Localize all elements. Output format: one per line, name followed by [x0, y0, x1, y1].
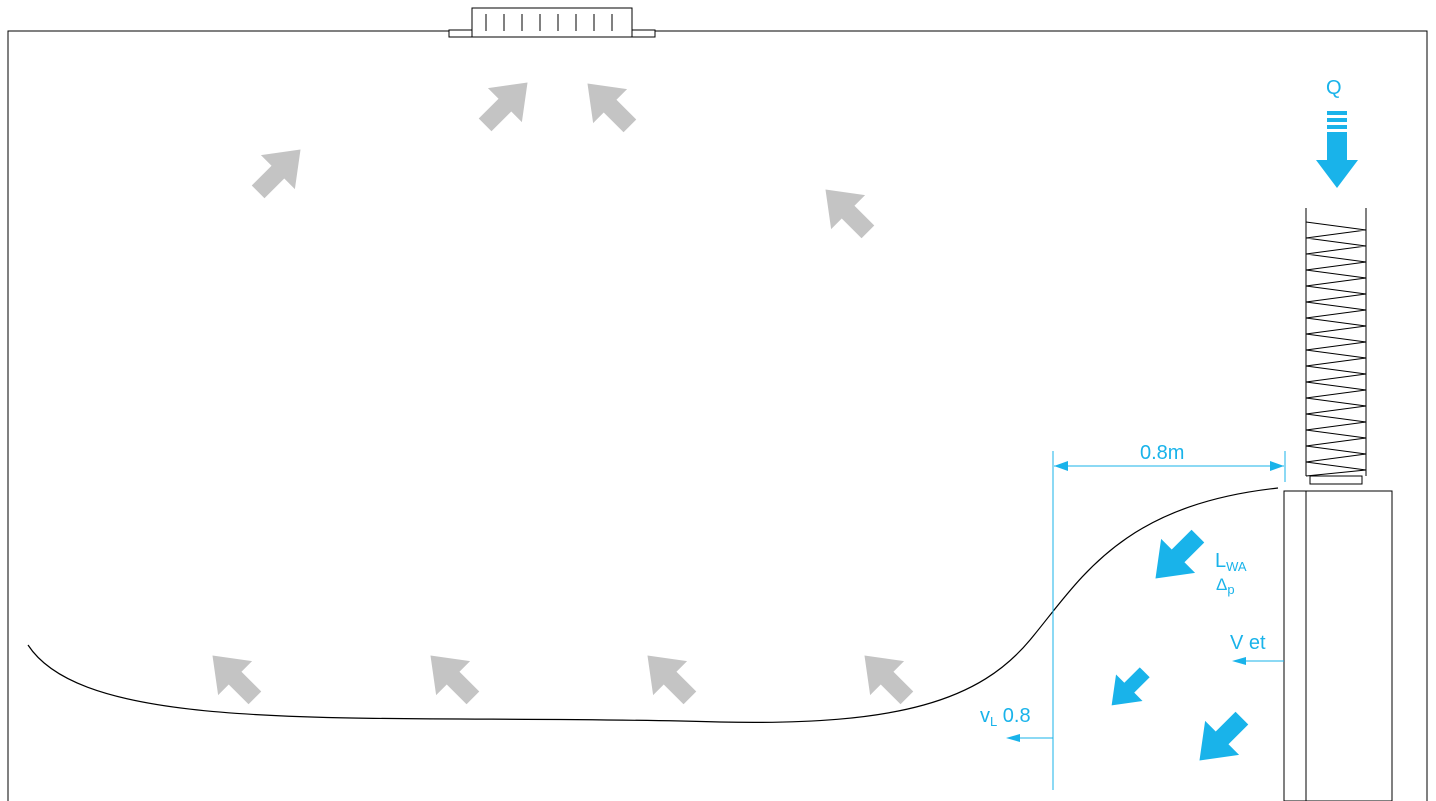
flow-q-label: Q	[1326, 77, 1342, 99]
local-velocity-arrow	[1006, 734, 1053, 742]
pressure-drop-main: Δ	[1216, 575, 1228, 594]
supply-air-arrow-icon	[1316, 111, 1358, 188]
supply-flow-arrow-icon	[1138, 519, 1215, 596]
air-boundary-curve	[27, 487, 1279, 723]
outlet-velocity-label: V et	[1230, 632, 1266, 654]
room-arrow-icon	[630, 638, 707, 715]
pressure-drop-label: Δp	[1216, 576, 1235, 596]
velocity-label: vL 0.8	[980, 706, 1031, 728]
pressure-drop-sub: p	[1227, 582, 1235, 597]
supply-flow-arrow-icon	[1098, 659, 1158, 719]
room-outline	[7, 30, 1428, 801]
outlet-velocity-arrow	[1232, 657, 1284, 665]
room-arrow-icon	[808, 172, 885, 249]
sound-power-sub: WA	[1226, 559, 1247, 574]
velocity-value: 0.8	[1002, 705, 1031, 727]
supply-flow-arrow-icon	[1182, 701, 1259, 778]
sound-power-label: LWA	[1215, 551, 1247, 573]
ceiling-exhaust-grille	[448, 7, 656, 38]
room-arrow-icon	[413, 638, 490, 715]
distance-label: 0.8m	[1140, 442, 1185, 464]
sound-power-main: L	[1215, 550, 1227, 572]
room-arrow-icon	[570, 66, 647, 143]
displacement-diffuser	[1283, 490, 1393, 801]
room-arrow-icon	[195, 638, 272, 715]
velocity-main: v	[980, 705, 990, 727]
room-arrow-icon	[847, 638, 924, 715]
velocity-sub: L	[990, 714, 998, 729]
supply-duct	[1305, 208, 1367, 485]
room-arrow-icon	[468, 65, 545, 142]
room-arrow-icon	[241, 132, 318, 209]
dimension-0-8m	[1052, 451, 1286, 790]
